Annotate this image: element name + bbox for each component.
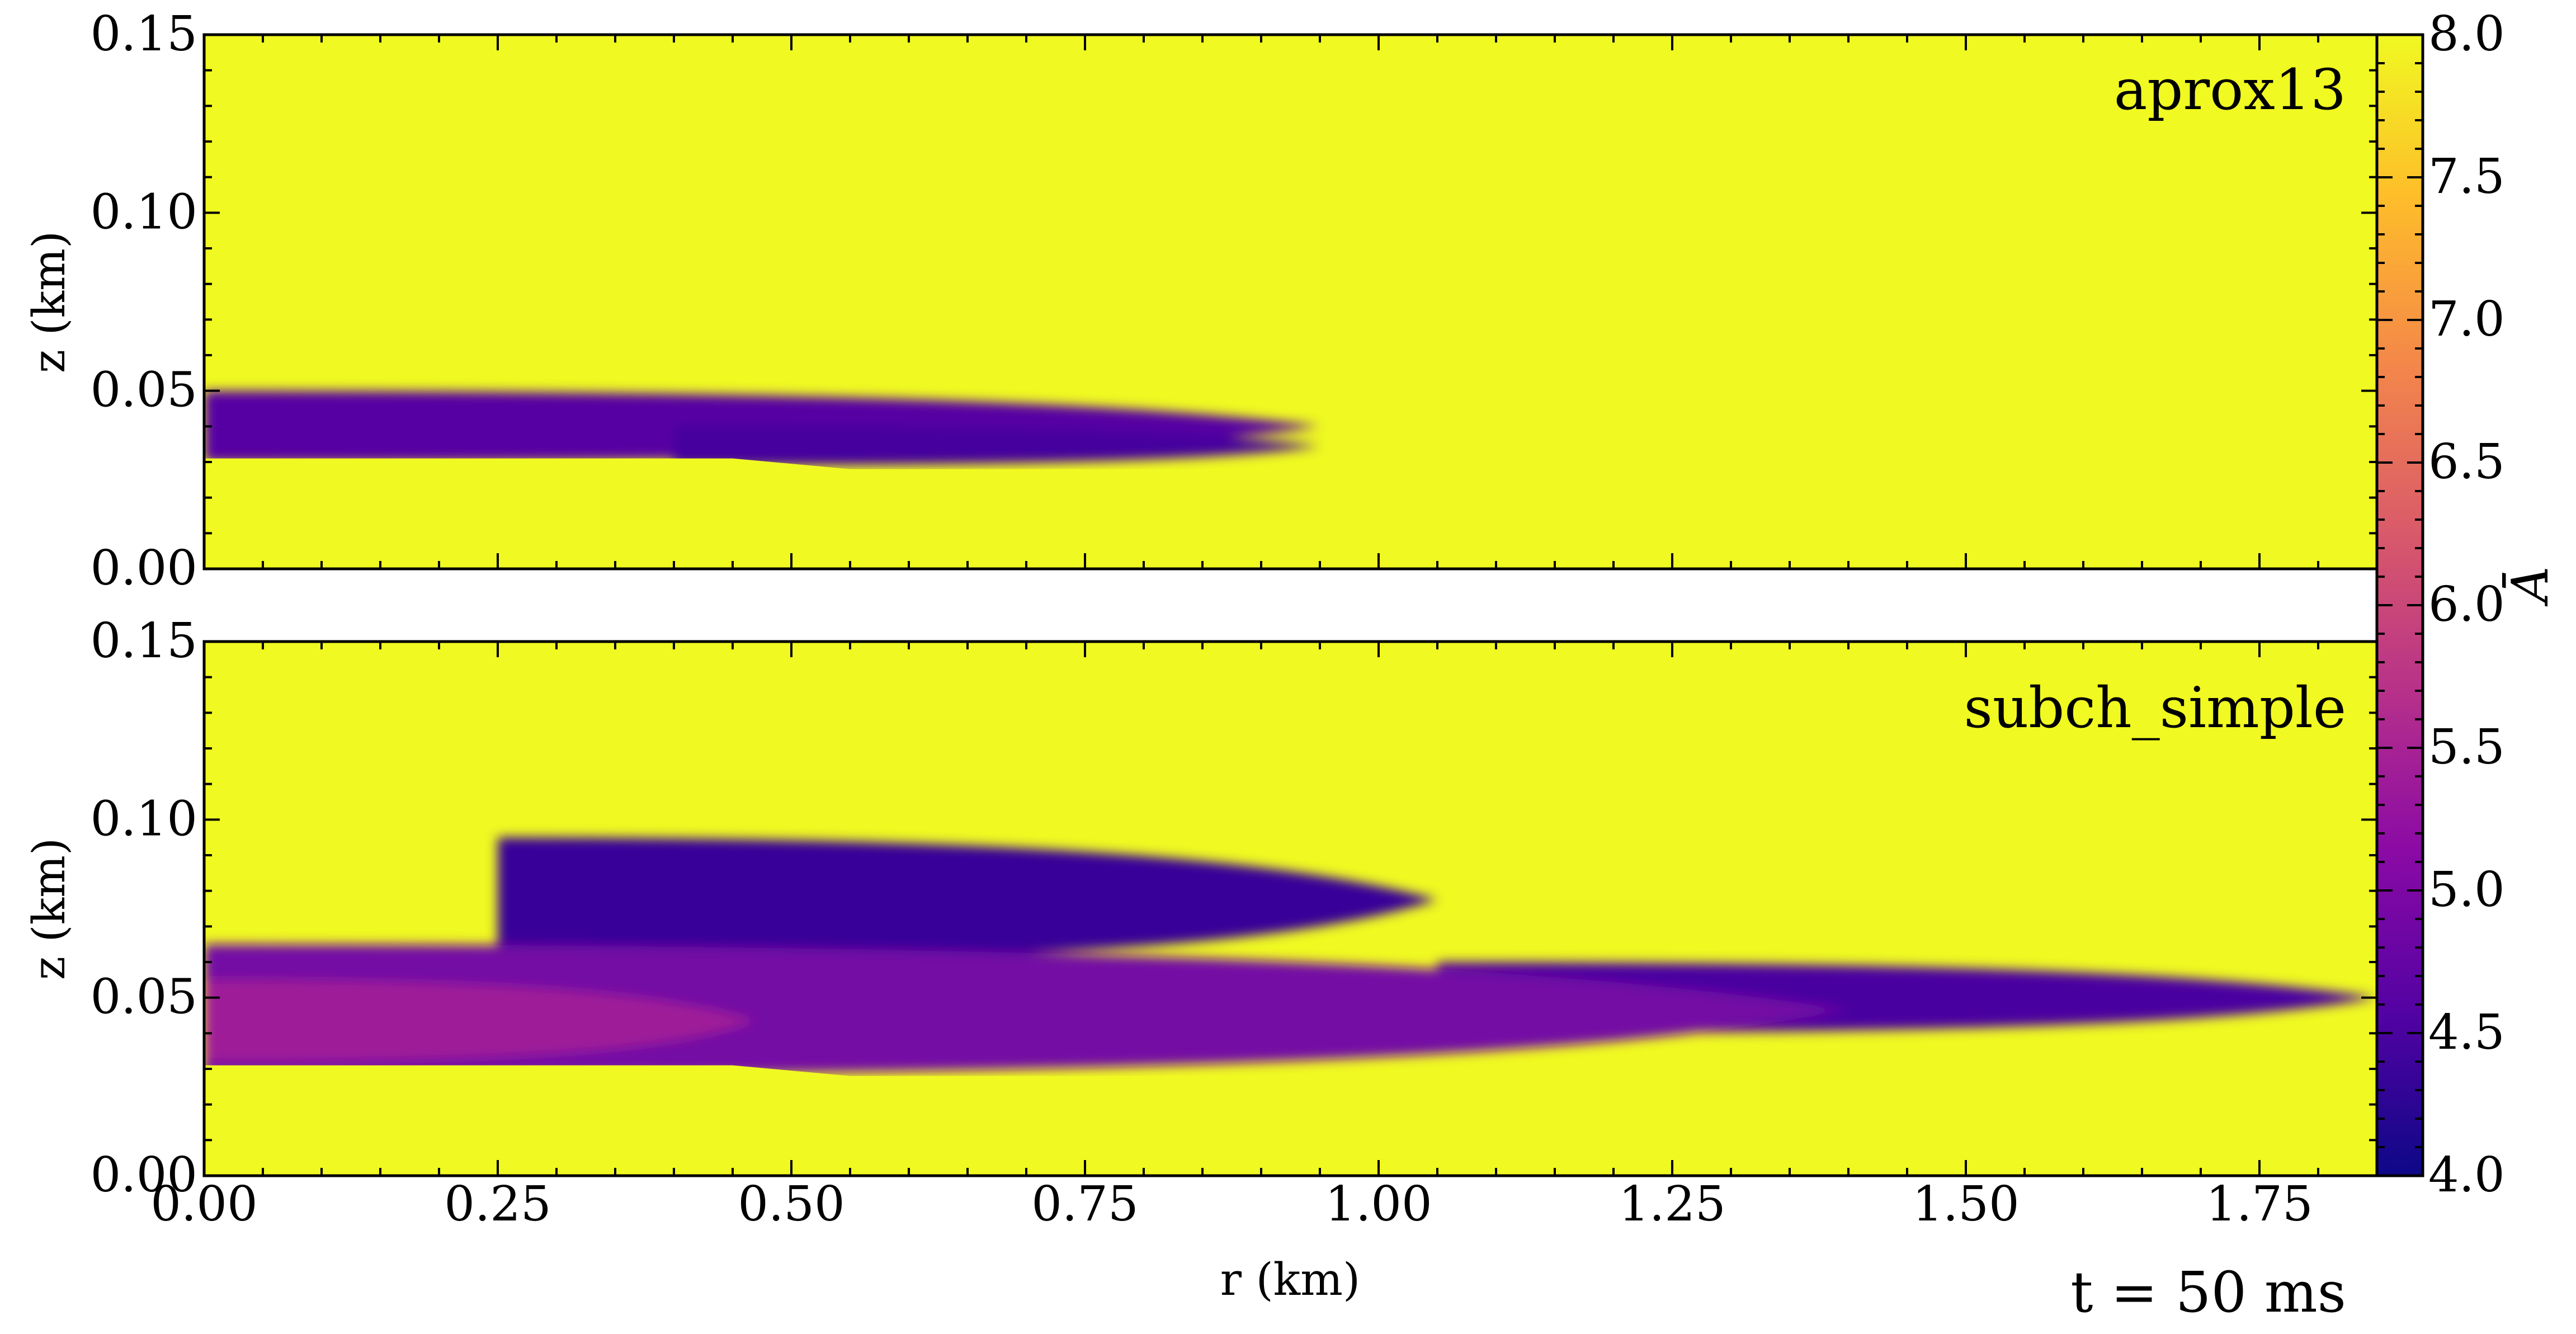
panel-bottom-ylabel: z (km) xyxy=(23,838,75,980)
x-tick-label: 1.50 xyxy=(1912,1176,2019,1232)
y-tick-label: 0.00 xyxy=(91,1147,197,1203)
y-tick-label: 0.10 xyxy=(91,184,197,240)
panel-bottom-base xyxy=(204,1065,2377,1176)
y-tick-label: 0.15 xyxy=(91,613,197,669)
panel-bottom-plumes xyxy=(204,837,2377,1076)
x-tick-label: 0.75 xyxy=(1031,1176,1138,1232)
time-label: t = 50 ms xyxy=(2070,1260,2346,1325)
plume-2 xyxy=(674,426,1320,466)
panel-top-ylabel: z (km) xyxy=(23,231,75,373)
base-layer xyxy=(204,1065,2377,1176)
panel-top-plumes xyxy=(204,390,1320,466)
x-tick-label: 0.25 xyxy=(444,1176,551,1232)
colorbar-label: Ā xyxy=(2501,567,2560,607)
colorbar-tick-label: 4.0 xyxy=(2428,1147,2505,1203)
plume-1 xyxy=(498,837,1437,962)
colorbar-ticks: 4.0 4.5 5.0 5.5 6.0 6.5 7.0 7.5 8.0 xyxy=(2377,6,2505,1203)
panel-top-ticks: 0.00 0.05 0.10 0.15 xyxy=(91,6,2378,596)
panel-bottom-xlabel: r (km) xyxy=(1220,1253,1360,1305)
panel-top: 0.00 0.05 0.10 0.15 aprox13 z (km) xyxy=(23,6,2379,596)
colorbar-tick-label: 6.0 xyxy=(2428,577,2505,633)
x-tick-label: 0.00 xyxy=(150,1176,257,1232)
y-tick-label: 0.05 xyxy=(91,362,197,418)
y-tick-label: 0.00 xyxy=(91,540,197,596)
y-tick-label: 0.05 xyxy=(91,969,197,1025)
colorbar-tick-label: 5.0 xyxy=(2428,862,2505,918)
x-tick-label: 1.00 xyxy=(1325,1176,1432,1232)
y-tick-label: 0.15 xyxy=(91,6,197,62)
panel-bottom-ticks: 0.00 0.05 0.10 0.15 0.00 0.25 0.50 0.75 1.00 1.25… xyxy=(91,613,2378,1232)
x-tick-label: 1.25 xyxy=(1619,1176,1725,1232)
colorbar-tick-label: 7.0 xyxy=(2428,291,2505,347)
panel-top-base xyxy=(204,458,2377,569)
panel-top-label: aprox13 xyxy=(2114,57,2346,122)
colorbar-tick-label: 7.5 xyxy=(2428,149,2505,205)
plume-4 xyxy=(204,979,756,1062)
base-layer xyxy=(204,458,2377,569)
colorbar: 4.0 4.5 5.0 5.5 6.0 6.5 7.0 7.5 8.0 Ā xyxy=(2375,6,2560,1203)
colorbar-tick-label: 8.0 xyxy=(2428,6,2505,62)
x-tick-label: 0.50 xyxy=(738,1176,844,1232)
x-tick-label: 1.75 xyxy=(2206,1176,2313,1232)
colorbar-tick-label: 4.5 xyxy=(2428,1005,2505,1060)
panel-bottom: 0.00 0.05 0.10 0.15 0.00 0.25 0.50 0.75 1.00 1.25… xyxy=(23,613,2379,1305)
colorbar-tick-label: 6.5 xyxy=(2428,434,2505,490)
panel-bottom-label: subch_simple xyxy=(1964,675,2346,741)
y-tick-label: 0.10 xyxy=(91,791,197,847)
colorbar-tick-label: 5.5 xyxy=(2428,719,2505,775)
